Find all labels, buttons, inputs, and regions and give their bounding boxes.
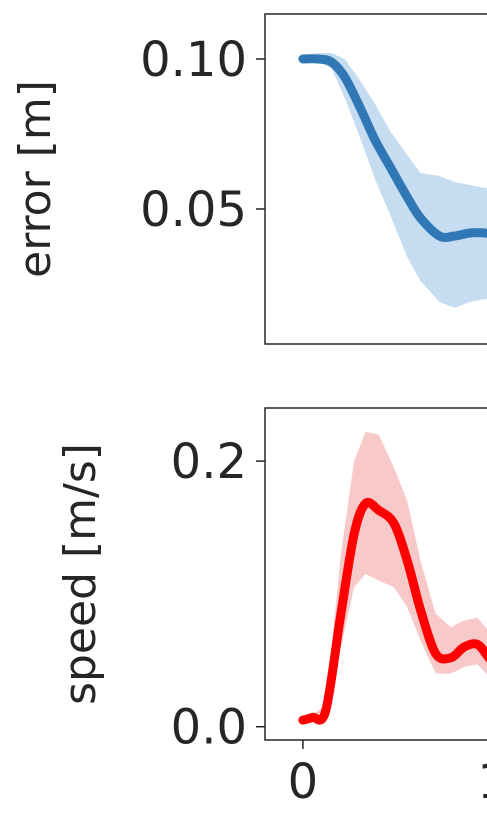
- plot-frame: [264, 407, 487, 741]
- x-tick-label: 1: [477, 754, 487, 810]
- y-tick-label: 0.2: [171, 434, 247, 490]
- chart-speed: 0.0 0.2 0 1 speed [m/s]: [55, 407, 487, 810]
- y-tick-label: 0.05: [140, 182, 247, 238]
- chart-error: 0.05 0.10 error [m]: [10, 13, 487, 345]
- series-band: [302, 431, 487, 722]
- y-tick-label: 0.0: [171, 700, 247, 756]
- y-axis-label: error [m]: [10, 80, 61, 278]
- y-tick-label: 0.10: [140, 32, 247, 88]
- series-line: [298, 497, 487, 725]
- plot-frame: [264, 13, 487, 345]
- plot-area: [298, 431, 487, 725]
- y-axis-label: speed [m/s]: [55, 443, 106, 705]
- x-tick-label: 0: [288, 754, 319, 810]
- plot-area: [298, 53, 487, 308]
- series-line: [298, 54, 487, 242]
